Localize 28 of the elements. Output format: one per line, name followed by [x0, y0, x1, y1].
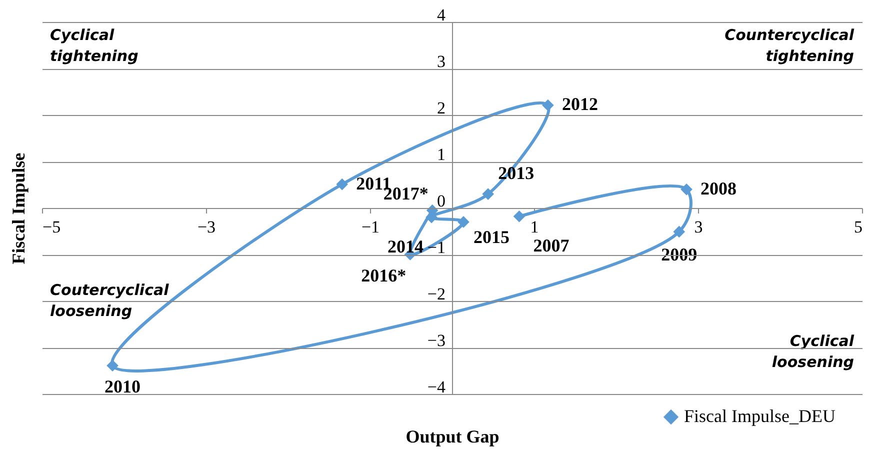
- y-axis-title: Fiscal Impulse: [8, 152, 28, 264]
- annotation: 2007: [533, 235, 570, 256]
- y-tick-label: −3: [427, 331, 446, 350]
- annotation: 2016*: [361, 266, 406, 286]
- y-tick-label: 4: [437, 6, 446, 24]
- x-tick-label: −3: [197, 218, 216, 236]
- annotation: 2008: [700, 178, 737, 198]
- y-tick-label: 2: [437, 98, 446, 118]
- y-tick-label: 3: [437, 52, 446, 71]
- y-tick-label: −4: [427, 378, 446, 396]
- x-tick-label: 3: [694, 218, 703, 236]
- x-tick-label: 1: [530, 218, 539, 236]
- x-tick-label: −5: [42, 218, 61, 236]
- legend-label: Fiscal Impulse_DEU: [684, 406, 836, 426]
- annotation: Cyclical loosening: [772, 332, 855, 371]
- annotation: Countercyclical tightening: [724, 26, 855, 65]
- x-tick-label: −1: [361, 218, 380, 236]
- x-tick-label: 5: [854, 218, 862, 236]
- annotation: Coutercyclical loosening: [50, 281, 170, 320]
- y-tick-label: −2: [427, 284, 446, 304]
- y-tick-label: 0: [437, 192, 446, 210]
- annotation: 2010: [104, 376, 141, 397]
- annotation: 2015: [473, 226, 510, 247]
- y-tick-label: −1: [427, 238, 446, 257]
- annotation: Cyclical tightening: [50, 26, 139, 65]
- annotation: 2012: [562, 94, 598, 114]
- y-tick-label: 1: [437, 145, 446, 164]
- x-axis-title: Output Gap: [406, 426, 500, 446]
